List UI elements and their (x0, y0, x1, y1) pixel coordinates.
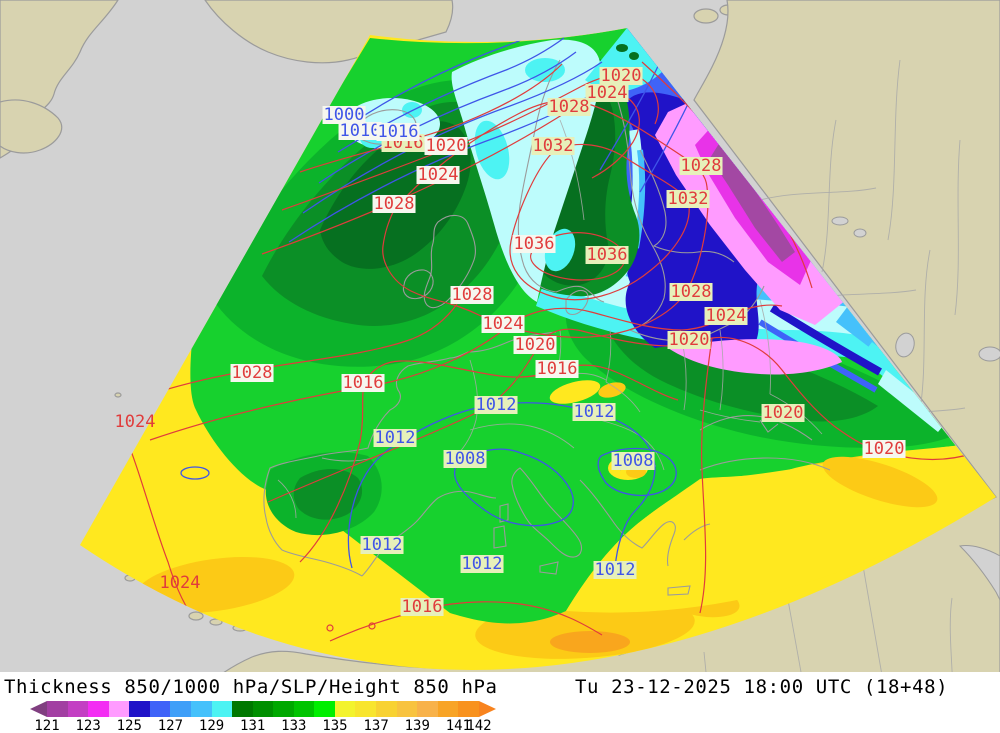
political-borders (277, 119, 823, 519)
colorbar-segment (252, 701, 274, 717)
colorbar-tick: 135 (322, 718, 348, 733)
colorbar-tick: 121 (34, 718, 60, 733)
colorbar-tick: 127 (157, 718, 184, 733)
colorbar-segment (293, 701, 315, 717)
coastlines (263, 59, 831, 596)
map-canvas (0, 0, 1000, 672)
colorbar-tick: 142 (466, 718, 492, 733)
colorbar-tick: 131 (240, 718, 266, 733)
colorbar-segment (88, 701, 109, 717)
map-svg (0, 0, 1000, 672)
newfoundland (0, 99, 63, 154)
colorbar-tick: 141 (445, 718, 472, 733)
land-outside-fan (0, 0, 1000, 672)
colorbar-segment (129, 701, 150, 717)
colorbar-segment (355, 701, 376, 717)
colorbar-segment (314, 701, 335, 717)
colorbar-segment (273, 701, 294, 717)
azores-island (114, 392, 122, 398)
lake (895, 332, 915, 358)
colorbar-tick: 125 (116, 718, 142, 733)
lake (978, 346, 1000, 362)
colorbar-segment (67, 701, 89, 717)
colorbar-segment (376, 701, 397, 717)
colorbar-tick: 123 (75, 718, 101, 733)
colorbar-tick: 139 (404, 718, 430, 733)
colorbar-segment (232, 701, 253, 717)
canary-island (209, 618, 223, 626)
caption-bar: Thickness 850/1000 hPa/SLP/Height 850 hP… (0, 672, 1000, 733)
colorbar-segment (437, 701, 459, 717)
arctic-island (693, 8, 719, 24)
greenland (204, 0, 454, 64)
colorbar-segment (211, 701, 233, 717)
colorbar-segment (47, 701, 68, 717)
thickness-colorbar (30, 701, 496, 717)
colorbar-left-arrow (30, 701, 47, 717)
colorbar-segment (396, 701, 418, 717)
colorbar-tick: 133 (281, 718, 307, 733)
colorbar-tick: 129 (198, 718, 225, 733)
colorbar-right-arrow (478, 701, 496, 717)
colorbar-segment (108, 701, 130, 717)
map-datetime: Tu 23-12-2025 18:00 UTC (18+48) (575, 676, 949, 698)
canary-island (188, 611, 204, 621)
colorbar-segment (190, 701, 212, 717)
colorbar-segment (149, 701, 171, 717)
red-sea (958, 545, 1000, 601)
lake-ladoga (831, 216, 849, 226)
colorbar-segment (170, 701, 191, 717)
colorbar-tick: 137 (363, 718, 389, 733)
lake-onega (853, 228, 867, 238)
colorbar-segment (458, 701, 479, 717)
colorbar-segment (417, 701, 438, 717)
colorbar-segment (334, 701, 356, 717)
map-title: Thickness 850/1000 hPa/SLP/Height 850 hP… (4, 676, 498, 698)
